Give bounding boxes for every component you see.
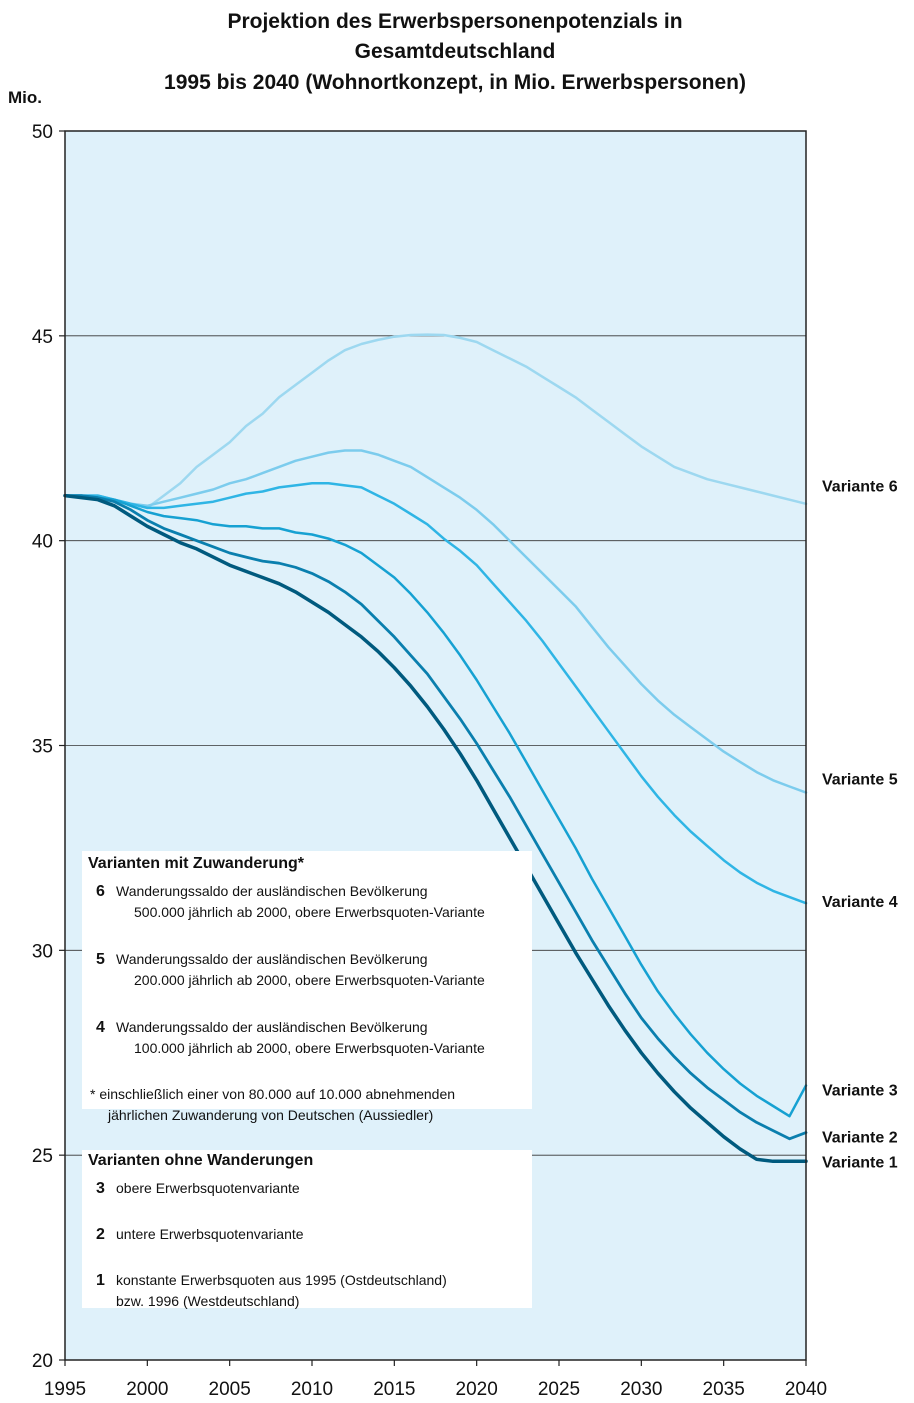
legend-number: 1 [96,1272,105,1289]
x-tick-label: 2025 [538,1379,580,1400]
x-tick-label: 2010 [291,1379,333,1400]
legend-box-lower: Varianten ohne Wanderungen 3 obere Erwerb… [82,1150,532,1309]
series-line-variante-2 [63,494,808,1141]
legend-text-line: Wanderungssaldo der ausländischen Bevölk… [116,1019,428,1035]
legend-item-6: 6 Wanderungssaldo der ausländischen Bevöl… [96,881,485,923]
legend-text-line: 200.000 jährlich ab 2000, obere Erwerbsq… [134,972,485,988]
legend-text-line: 100.000 jährlich ab 2000, obere Erwerbsq… [134,1040,485,1056]
series-end-label: Variante 6 [822,478,898,495]
legend-heading-with-migration: Varianten mit Zuwanderung* [88,855,305,872]
legend-item-4: 4 Wanderungssaldo der ausländischen Bevöl… [96,1017,485,1059]
series-line-variante-3 [63,494,808,1118]
series-lines [63,333,808,1164]
y-tick-label: 35 [32,737,53,758]
x-tick-label: 2040 [785,1379,827,1400]
legend-number: 4 [96,1019,105,1036]
series-line-variante-4 [63,482,808,905]
series-line-variante-6 [63,333,808,510]
legend-text-line: bzw. 1996 (Westdeutschland) [116,1293,300,1309]
y-axis-unit-label: Mio. [8,88,42,107]
y-tick-label: 20 [32,1351,53,1372]
legend-text-line: untere Erwerbsquotenvariante [116,1226,304,1242]
series-line-variante-5 [63,449,808,794]
series-end-label: Variante 2 [822,1130,898,1147]
legend-text-line: Wanderungssaldo der ausländischen Bevölk… [116,883,428,899]
series-end-label: Variante 3 [822,1083,898,1100]
chart-title-line-2: Gesamtdeutschland [355,40,556,63]
legend-text-line: 500.000 jährlich ab 2000, obere Erwerbsq… [134,904,485,920]
footnote-line: * einschließlich einer von 80.000 auf 10… [90,1086,456,1102]
legend-number: 5 [96,951,105,968]
x-tick-label: 2015 [373,1379,415,1400]
legend-item-2: 2 untere Erwerbsquotenvariante [96,1224,304,1245]
x-tick-label: 2035 [703,1379,745,1400]
legend-box: Varianten mit Zuwanderung* 6 Wanderungssa… [82,851,532,1123]
x-tick-label: 2005 [209,1379,251,1400]
legend-text-line: obere Erwerbsquotenvariante [116,1180,300,1196]
x-tick-label: 1995 [44,1379,86,1400]
legend-number: 6 [96,883,105,900]
series-line-variante-1 [63,493,808,1164]
y-tick-label: 25 [32,1146,53,1167]
x-tick-label: 2030 [620,1379,662,1400]
chart-title-line-1: Projektion des Erwerbspersonenpotenzials… [227,10,682,33]
series-end-label: Variante 5 [822,771,898,788]
chart-title-line-3: 1995 bis 2040 (Wohnortkonzept, in Mio. E… [164,71,746,94]
legend-heading-without-migration: Varianten ohne Wanderungen [88,1152,314,1169]
x-tick-label: 2020 [456,1379,498,1400]
series-end-label: Variante 1 [822,1154,898,1171]
y-tick-label: 30 [32,941,53,962]
y-tick-label: 40 [32,532,53,553]
x-tick-label: 2000 [126,1379,168,1400]
legend-text-line: konstante Erwerbsquoten aus 1995 (Ostdeu… [116,1272,447,1288]
series-end-labels: Variante 6 Variante 5 Variante 4 Variante 3… [822,478,898,1171]
footnote-line: jährlichen Zuwanderung von Deutschen (Au… [108,1107,434,1123]
legend-number: 3 [96,1180,105,1197]
legend-item-5: 5 Wanderungssaldo der ausländischen Bevöl… [96,949,485,991]
legend-number: 2 [96,1226,105,1243]
axes [59,130,807,1366]
y-tick-label: 50 [32,122,53,143]
legend-item-1: 1 konstante Erwerbsquoten aus 1995 (Ostde… [96,1270,447,1312]
legend-footnote: * einschließlich einer von 80.000 auf 10… [90,1084,455,1126]
legend-item-3: 3 obere Erwerbsquotenvariante [96,1178,300,1199]
y-tick-label: 45 [32,327,53,348]
legend-text-line: Wanderungssaldo der ausländischen Bevölk… [116,951,428,967]
series-end-label: Variante 4 [822,894,898,911]
